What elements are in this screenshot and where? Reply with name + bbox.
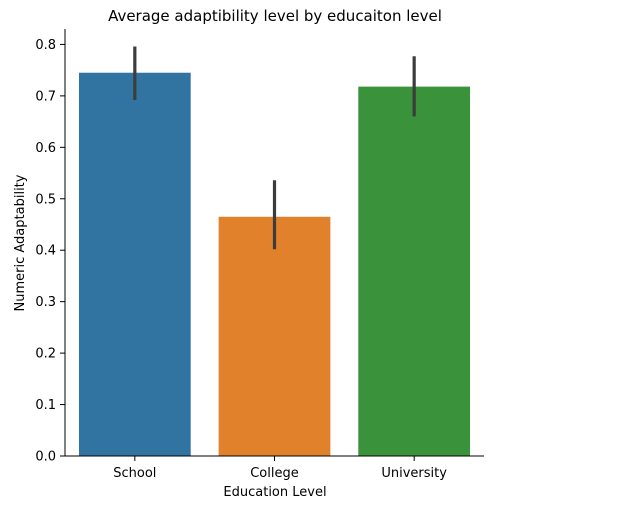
bar-college [218,216,331,456]
y-tick-label: 0.6 [35,141,56,156]
x-tick-label: University [381,466,447,481]
y-tick-label: 0.3 [35,295,56,310]
bar-university [358,86,471,457]
plot-area: School College University 0.0 0.1 0.2 0.3 0.4 0.… [35,29,484,481]
x-axis-label: Education Level [223,485,326,500]
chart-title: Average adaptibility level by educaiton … [108,7,442,25]
y-tick-label: 0.4 [35,244,56,259]
y-tick-label: 0.7 [35,89,56,104]
bar-school [78,72,191,456]
x-tick-label: College [250,466,299,481]
y-tick-label: 0.5 [35,192,56,207]
y-tick-label: 0.8 [35,38,56,53]
y-axis-label: Numeric Adaptability [13,174,28,311]
y-tick-label: 0.0 [35,450,56,465]
y-tick-label: 0.2 [35,347,56,362]
y-tick-label: 0.1 [35,398,56,413]
x-tick-label: School [113,466,156,481]
